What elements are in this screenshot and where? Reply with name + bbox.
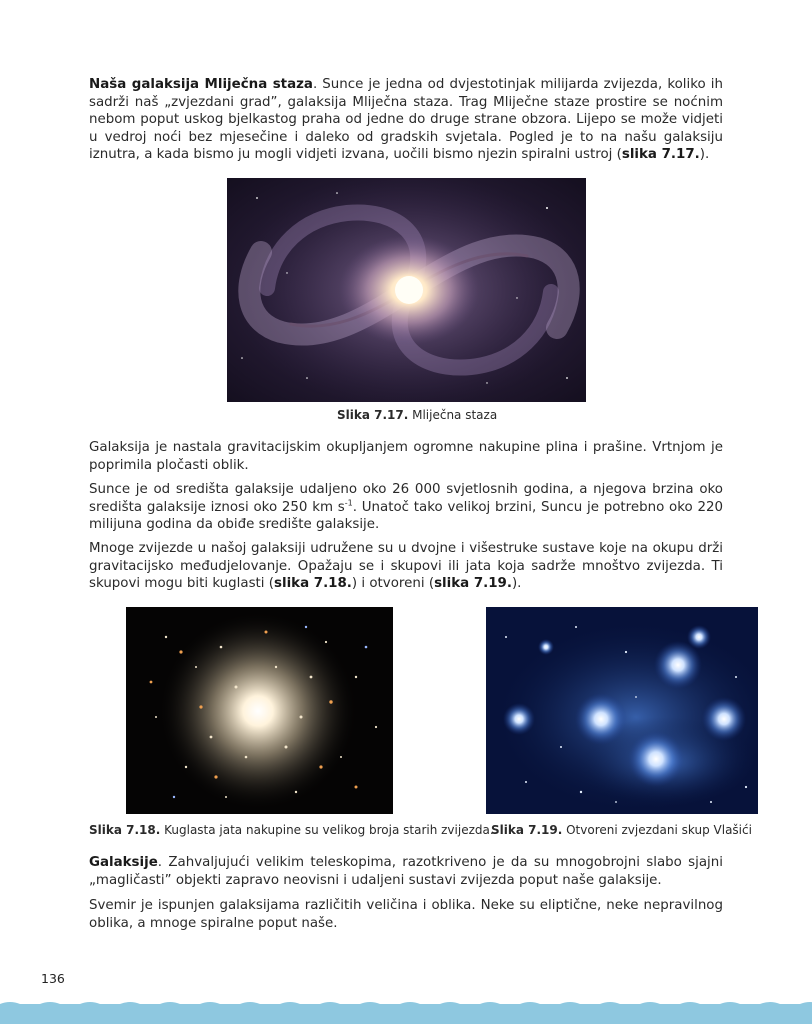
paragraph-star-clusters: Mnoge zvijezde u našoj galaksiji udružen… [89, 540, 723, 593]
figure-label: Slika 7.18. [89, 823, 161, 837]
paragraph-galaxy-formation: Galaksija je nastala gravitacijskim okup… [89, 439, 723, 474]
page-footer-band [0, 1000, 812, 1024]
superscript-exponent: -1 [344, 498, 353, 508]
term-galaxies: Galaksije [89, 855, 158, 870]
term-milky-way: Naša galaksija Mliječna staza [89, 77, 313, 92]
globular-cluster-image [126, 607, 393, 814]
paragraph-galaxies: Galaksije. Zahvaljujući velikim teleskop… [89, 854, 723, 889]
paragraph-text: Sunce je od središta galaksije udaljeno … [89, 482, 723, 515]
paragraph-text: . Zahvaljujući velikim teleskopima, razo… [89, 855, 723, 888]
paragraph-text: . Unatoč tako velikoj brzini, Suncu je p… [89, 499, 724, 533]
figure-reference: slika 7.19. [434, 576, 512, 592]
paragraph-universe: Svemir je ispunjen galaksijama različiti… [89, 897, 723, 932]
milky-way-spiral-image [227, 178, 586, 402]
paragraph-text: ) i otvoreni ( [351, 576, 435, 592]
paragraph-text: . Sunce je jedna od dvjestotinjak milija… [89, 77, 723, 163]
figure-caption-7-17: Slika 7.17. Mliječna staza [337, 408, 497, 423]
paragraph-text: Galaksija je nastala gravitacijskim okup… [89, 440, 723, 473]
caption-text: Kuglasta jata nakupine su velikog broja … [160, 823, 494, 837]
paragraph-text: Svemir je ispunjen galaksijama različiti… [89, 898, 723, 931]
figure-caption-7-18: Slika 7.18. Kuglasta jata nakupine su ve… [89, 823, 494, 838]
paragraph-sun-position: Sunce je od središta galaksije udaljeno … [89, 481, 723, 534]
figure-caption-7-19: Slika 7.19. Otvoreni zvjezdani skup Vlaš… [491, 823, 752, 838]
figure-reference: slika 7.18. [274, 576, 352, 592]
figure-label: Slika 7.19. [491, 823, 563, 837]
paragraph-text: ). [511, 576, 522, 592]
figure-label: Slika 7.17. [337, 408, 409, 422]
figure-reference: slika 7.17. [621, 147, 700, 163]
caption-text: Mliječna staza [408, 408, 498, 422]
pleiades-cluster-image [486, 607, 758, 814]
page-number: 136 [41, 971, 65, 986]
paragraph-text: ). [699, 147, 710, 163]
paragraph-text: Mnoge zvijezde u našoj galaksiji udružen… [89, 541, 723, 592]
paragraph-milky-way: Naša galaksija Mliječna staza. Sunce je … [89, 76, 723, 164]
caption-text: Otvoreni zvjezdani skup Vlašići [562, 823, 752, 837]
